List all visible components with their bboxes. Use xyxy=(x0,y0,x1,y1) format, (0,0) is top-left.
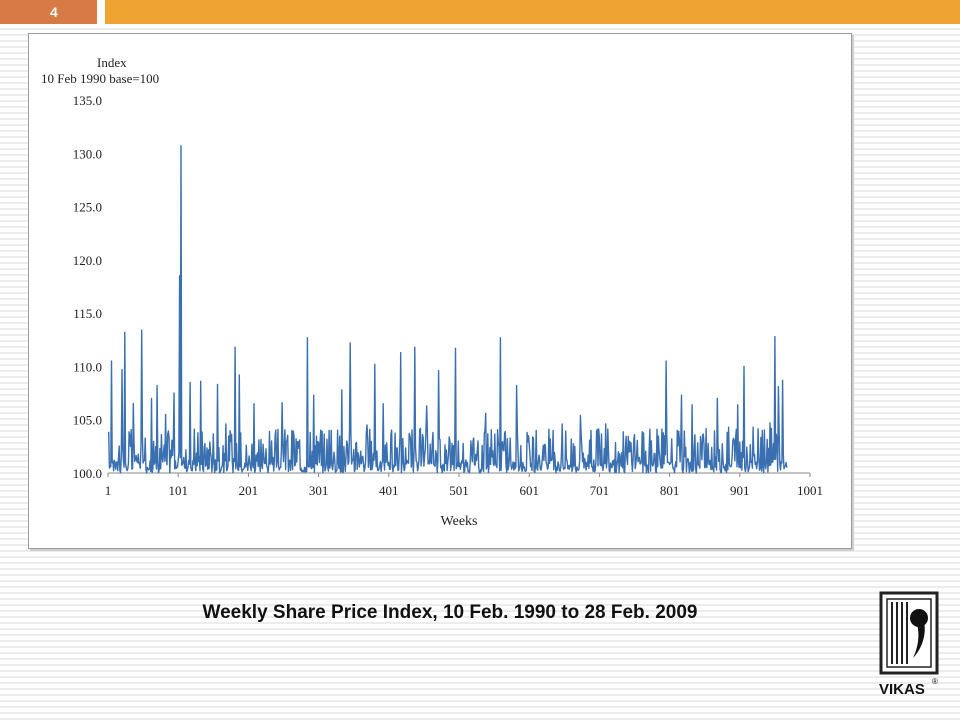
slide-number: 4 xyxy=(50,4,58,20)
y-tick-label: 130.0 xyxy=(73,146,102,161)
x-tick-label: 601 xyxy=(519,483,539,498)
slide-top-bar xyxy=(105,0,960,24)
chart-axes xyxy=(107,472,811,477)
logo-registered-mark: ® xyxy=(932,677,938,686)
slide-number-bar xyxy=(0,0,97,24)
y-tick-label: 125.0 xyxy=(73,200,102,215)
x-tick-label: 1001 xyxy=(797,483,823,498)
y-tick-label: 120.0 xyxy=(73,253,102,268)
x-tick-label: 201 xyxy=(239,483,259,498)
y-tick-labels: 135.0 130.0 125.0 120.0 115.0 110.0 105.0 100.0 xyxy=(73,93,102,481)
x-axis-label: Weeks xyxy=(441,514,478,529)
vikas-book-logo-icon: VIKAS ® xyxy=(879,591,939,698)
y-tick-label: 100.0 xyxy=(73,466,102,481)
x-tick-label: 301 xyxy=(309,483,329,498)
x-tick-label: 801 xyxy=(660,483,680,498)
logo-text: VIKAS xyxy=(879,681,925,698)
y-axis-label-line1: Index xyxy=(97,55,127,70)
y-axis-label-line2: 10 Feb 1990 base=100 xyxy=(41,71,159,86)
y-tick-label: 105.0 xyxy=(73,413,102,428)
y-tick-label: 135.0 xyxy=(73,93,102,108)
figure-caption: Weekly Share Price Index, 10 Feb. 1990 t… xyxy=(202,602,698,623)
x-tick-label: 501 xyxy=(449,483,469,498)
y-tick-label: 110.0 xyxy=(73,359,102,374)
x-tick-labels: 1 101 201 301 401 501 601 701 801 901 1001 xyxy=(105,483,823,498)
x-tick-label: 401 xyxy=(379,483,399,498)
series-line xyxy=(108,145,788,474)
x-tick-label: 101 xyxy=(168,483,188,498)
topbar-divider xyxy=(97,0,105,24)
y-tick-label: 115.0 xyxy=(73,306,102,321)
series-weekly-index xyxy=(108,145,788,474)
x-tick-label: 901 xyxy=(730,483,750,498)
share-price-chart: Index 10 Feb 1990 base=100 Weeks 135.013… xyxy=(41,55,823,529)
x-tick-label: 1 xyxy=(105,483,112,498)
x-tick-label: 701 xyxy=(590,483,610,498)
